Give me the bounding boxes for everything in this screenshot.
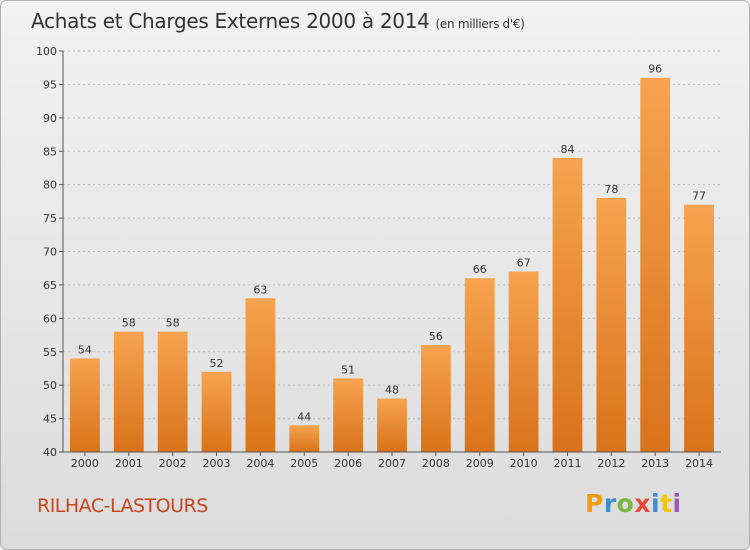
data-label: 58 — [166, 317, 180, 330]
data-label: 51 — [341, 363, 355, 376]
bar — [640, 77, 671, 452]
bar — [377, 398, 407, 452]
x-tick-label: 2002 — [159, 457, 187, 470]
logo-letter: i — [651, 489, 661, 518]
bar — [684, 204, 714, 452]
data-label: 58 — [122, 317, 136, 330]
x-tick-label: 2003 — [203, 457, 231, 470]
x-tick-label: 2013 — [641, 457, 669, 470]
data-label: 96 — [648, 63, 662, 76]
x-tick-label: 2005 — [290, 457, 318, 470]
bar — [420, 345, 451, 452]
y-tick-label: 65 — [43, 279, 57, 292]
y-tick-label: 100 — [36, 45, 57, 58]
logo-letter: P — [585, 489, 604, 518]
data-label: 67 — [517, 257, 531, 270]
y-tick-label: 75 — [43, 212, 57, 225]
logo-letter: x — [634, 489, 651, 518]
bar — [552, 157, 583, 452]
data-label: 56 — [429, 330, 443, 343]
logo-letter: i — [672, 489, 682, 518]
x-tick-label: 2000 — [71, 457, 99, 470]
x-tick-label: 2014 — [685, 457, 713, 470]
y-tick-label: 95 — [43, 78, 57, 91]
y-tick-label: 50 — [43, 379, 57, 392]
y-tick-label: 60 — [43, 312, 57, 325]
chart-title: Achats et Charges Externes 2000 à 2014 (e… — [31, 9, 525, 33]
bar — [157, 331, 188, 452]
x-tick-label: 2009 — [466, 457, 494, 470]
bar — [201, 371, 232, 452]
data-label: 48 — [385, 384, 399, 397]
data-label: 78 — [604, 183, 618, 196]
logo-letter: o — [616, 489, 635, 518]
x-tick-label: 2001 — [115, 457, 143, 470]
x-tick-label: 2011 — [553, 457, 581, 470]
data-label: 54 — [78, 343, 92, 356]
bar — [464, 278, 495, 452]
proxiti-logo: Proxiti — [585, 489, 682, 518]
bar — [113, 331, 144, 452]
data-label: 66 — [473, 263, 487, 276]
data-label: 52 — [210, 357, 224, 370]
y-tick-label: 85 — [43, 145, 57, 158]
x-tick-label: 2012 — [597, 457, 625, 470]
data-label: 63 — [253, 283, 267, 296]
bar — [245, 298, 276, 452]
axes: 40 45 50 55 60 65 70 75 80 85 90 95 100 2000 2001 2002 2… — [36, 45, 721, 470]
y-tick-label: 70 — [43, 246, 57, 259]
y-tick-label: 80 — [43, 179, 57, 192]
y-tick-label: 55 — [43, 346, 57, 359]
bar — [333, 378, 364, 452]
chart-subtitle: (en milliers d'€) — [435, 17, 525, 31]
logo-letter: t — [660, 489, 673, 518]
x-tick-label: 2010 — [510, 457, 538, 470]
data-label: 44 — [297, 410, 311, 423]
bar — [70, 358, 100, 452]
data-label: 84 — [560, 143, 574, 156]
y-tick-label: 90 — [43, 112, 57, 125]
x-tick-label: 2007 — [378, 457, 406, 470]
x-tick-label: 2008 — [422, 457, 450, 470]
commune-name: RILHAC-LASTOURS — [37, 495, 208, 517]
chart-title-text: Achats et Charges Externes 2000 à 2014 — [31, 9, 430, 33]
logo-letter: r — [603, 489, 617, 518]
bars: 54 58 58 52 63 44 51 48 56 66 67 84 78 96 77 — [70, 63, 714, 452]
bar — [508, 271, 539, 452]
x-tick-label: 2006 — [334, 457, 362, 470]
x-tick-label: 2004 — [246, 457, 274, 470]
bar — [289, 425, 320, 452]
y-tick-label: 45 — [43, 413, 57, 426]
data-label: 77 — [692, 190, 706, 203]
y-tick-label: 40 — [43, 446, 57, 459]
bar — [596, 198, 627, 452]
